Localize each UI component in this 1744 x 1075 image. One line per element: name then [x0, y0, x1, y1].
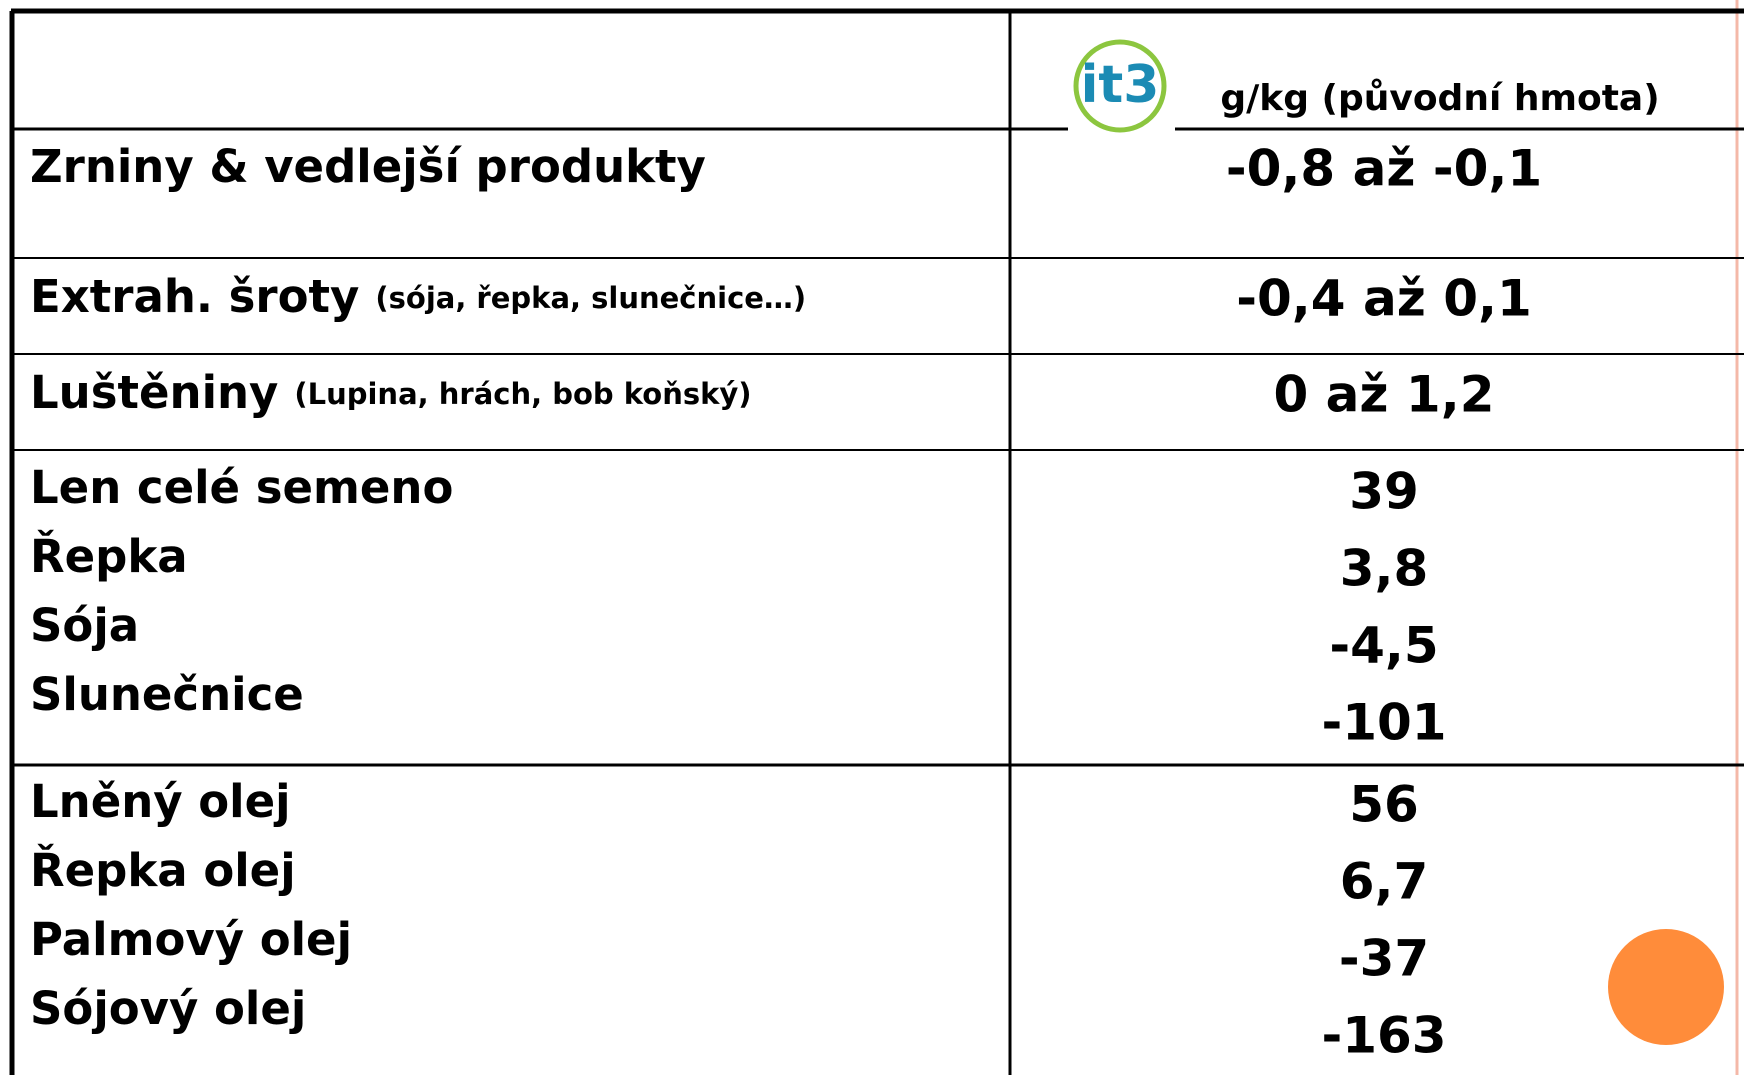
row-label: Zrniny & vedlejší produkty	[30, 140, 706, 193]
row-value: 56	[1349, 776, 1419, 834]
row-value: 6,7	[1340, 853, 1429, 911]
logo-ring	[1073, 39, 1167, 133]
unit-header: g/kg (původní hmota)	[1220, 78, 1659, 119]
row-value: 39	[1349, 463, 1419, 521]
label-note: (sója, řepka, slunečnice…)	[375, 281, 806, 315]
row-value: -101	[1321, 694, 1446, 752]
label-text: Sójový olej	[30, 982, 306, 1035]
row-label: Luštěniny (Lupina, hrách, bob koňský)	[30, 366, 752, 419]
row-value: -37	[1339, 930, 1429, 988]
row-label: Slunečnice	[30, 668, 304, 721]
row-label: Palmový olej	[30, 913, 352, 966]
label-text: Extrah. šroty	[30, 270, 359, 323]
row-label: Řepka olej	[30, 844, 296, 897]
label-note: (Lupina, hrách, bob koňský)	[294, 377, 751, 411]
row-value: -0,4 až 0,1	[1236, 270, 1532, 328]
label-text: Zrniny & vedlejší produkty	[30, 140, 706, 193]
label-text: Luštěniny	[30, 366, 278, 419]
row-label: Řepka	[30, 530, 188, 583]
decor-circle	[1608, 929, 1724, 1045]
label-text: Slunečnice	[30, 668, 304, 721]
row-label: Extrah. šroty (sója, řepka, slunečnice…)	[30, 270, 806, 323]
row-label: Len celé semeno	[30, 461, 453, 514]
label-text: Řepka	[30, 530, 188, 583]
row-value: -163	[1321, 1007, 1446, 1065]
label-text: Sója	[30, 599, 139, 652]
label-text: Lněný olej	[30, 775, 291, 828]
row-label: Sója	[30, 599, 139, 652]
label-text: Palmový olej	[30, 913, 352, 966]
label-text: Řepka olej	[30, 844, 296, 897]
row-label: Sójový olej	[30, 982, 306, 1035]
label-text: Len celé semeno	[30, 461, 453, 514]
row-value: 0 až 1,2	[1273, 366, 1494, 424]
row-value: 3,8	[1340, 540, 1429, 598]
row-value: -0,8 až -0,1	[1226, 140, 1542, 198]
row-value: -4,5	[1329, 617, 1438, 675]
logo: it3	[1081, 55, 1160, 115]
row-label: Lněný olej	[30, 775, 291, 828]
